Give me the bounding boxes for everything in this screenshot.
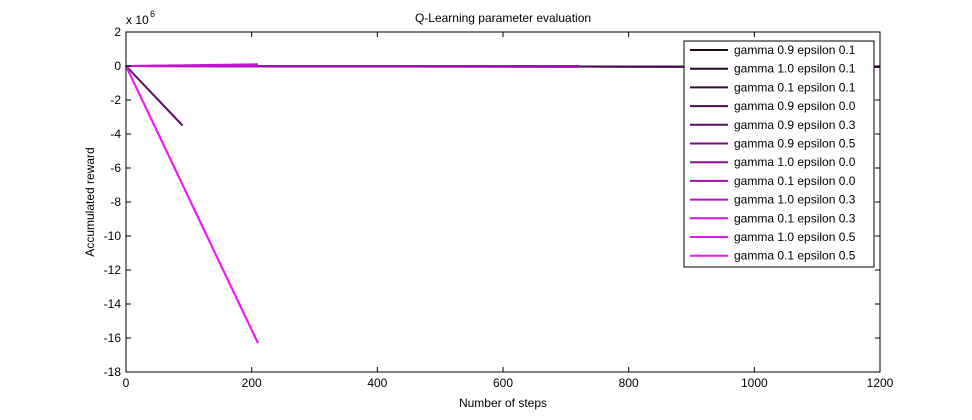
legend-box bbox=[683, 40, 875, 268]
legend-label: gamma 0.1 epsilon 0.0 bbox=[734, 174, 856, 188]
x-tick-label: 600 bbox=[493, 376, 513, 390]
y-multiplier-exponent: 6 bbox=[150, 9, 155, 19]
legend-label: gamma 0.1 epsilon 0.5 bbox=[734, 249, 856, 263]
y-tick-label: -14 bbox=[104, 297, 122, 311]
x-tick-label: 1200 bbox=[867, 376, 894, 390]
y-tick-label: -8 bbox=[110, 195, 121, 209]
legend-label: gamma 1.0 epsilon 0.1 bbox=[734, 62, 856, 76]
x-tick-label: 400 bbox=[367, 376, 387, 390]
x-tick-label: 0 bbox=[123, 376, 130, 390]
series-line-10 bbox=[125, 64, 258, 67]
legend-label: gamma 0.9 epsilon 0.0 bbox=[734, 99, 856, 113]
series-layer bbox=[125, 63, 881, 344]
series-line-5 bbox=[125, 65, 184, 127]
x-tick-label: 1000 bbox=[741, 376, 768, 390]
y-tick-label: -2 bbox=[110, 93, 121, 107]
y-tick-label: 2 bbox=[114, 25, 121, 39]
chart-title: Q-Learning parameter evaluation bbox=[415, 11, 591, 25]
y-tick-label: -16 bbox=[104, 331, 122, 345]
y-tick-label: 0 bbox=[114, 59, 121, 73]
legend-items: gamma 0.9 epsilon 0.1 gamma 1.0 epsilon 0… bbox=[690, 43, 856, 263]
legend-label: gamma 1.0 epsilon 0.5 bbox=[734, 230, 856, 244]
series-line-12 bbox=[125, 65, 259, 344]
legend: gamma 0.9 epsilon 0.1 gamma 1.0 epsilon 0… bbox=[683, 40, 875, 268]
y-multiplier-label: x 10 bbox=[126, 13, 149, 27]
x-axis: 0 200 400 600 800 1000 1200 bbox=[123, 32, 894, 390]
x-tick-label: 800 bbox=[619, 376, 639, 390]
y-tick-label: -12 bbox=[104, 263, 122, 277]
y-tick-label: -18 bbox=[104, 365, 122, 379]
y-axis: 2 0 -2 -4 -6 -8 -10 -12 -14 -16 -18 bbox=[104, 25, 880, 379]
y-tick-label: -4 bbox=[110, 127, 121, 141]
legend-label: gamma 0.1 epsilon 0.1 bbox=[734, 80, 856, 94]
x-tick-label: 200 bbox=[242, 376, 262, 390]
y-tick-label: -10 bbox=[104, 229, 122, 243]
y-axis-label: Accumulated reward bbox=[83, 147, 97, 256]
legend-label: gamma 1.0 epsilon 0.0 bbox=[734, 155, 856, 169]
legend-label: gamma 0.9 epsilon 0.3 bbox=[734, 118, 856, 132]
x-axis-label: Number of steps bbox=[459, 396, 547, 410]
legend-label: gamma 0.9 epsilon 0.5 bbox=[734, 137, 856, 151]
legend-label: gamma 0.1 epsilon 0.3 bbox=[734, 211, 856, 225]
legend-label: gamma 1.0 epsilon 0.3 bbox=[734, 193, 856, 207]
legend-label: gamma 0.9 epsilon 0.1 bbox=[734, 43, 856, 57]
y-tick-label: -6 bbox=[110, 161, 121, 175]
